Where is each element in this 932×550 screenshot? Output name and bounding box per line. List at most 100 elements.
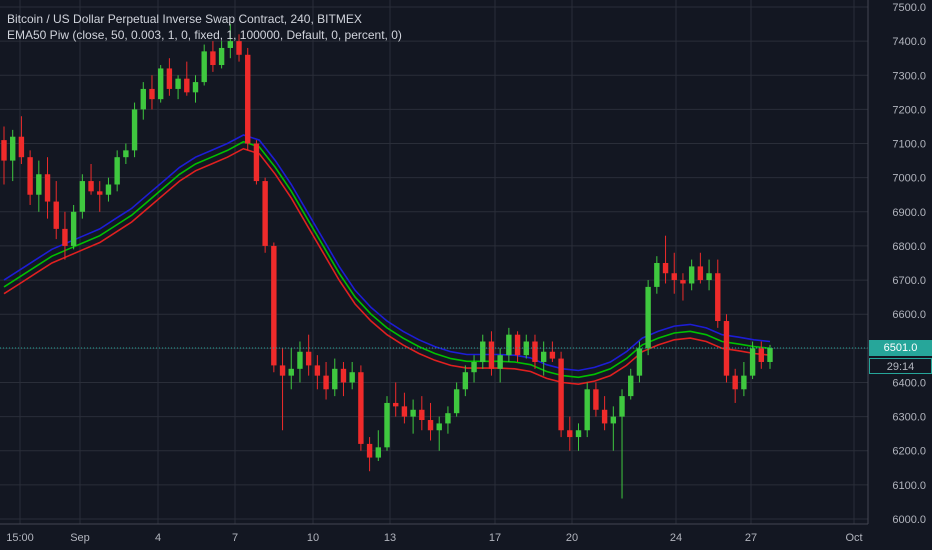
candle-up xyxy=(619,389,625,499)
candle-body xyxy=(453,389,460,414)
candle-body xyxy=(123,150,129,158)
candle-body xyxy=(36,174,42,195)
indicator-legend[interactable]: EMA50 Piw (close, 50, 0.003, 1, 0, fixed… xyxy=(7,28,402,42)
candle-body xyxy=(427,420,434,431)
candle-up xyxy=(688,259,695,291)
lower-band-line xyxy=(3,147,771,386)
candle-down xyxy=(253,140,260,185)
candle-down xyxy=(271,242,277,373)
candle-body xyxy=(70,211,77,246)
candle-down xyxy=(427,402,434,441)
candle-down xyxy=(279,348,286,431)
candle-down xyxy=(366,437,373,472)
candle-body xyxy=(628,375,634,397)
time-axis[interactable]: 15:00 Sep 4 7 10 13 17 20 24 27 Oct xyxy=(6,532,862,544)
candle-body xyxy=(297,351,303,369)
candle-body xyxy=(279,365,286,376)
candle-down xyxy=(758,341,764,369)
candle-up xyxy=(227,24,234,59)
candle-body xyxy=(393,402,399,407)
time-tick-label: Oct xyxy=(845,532,862,544)
candle-up xyxy=(114,150,120,192)
ema-bands xyxy=(3,134,771,386)
candle-body xyxy=(688,266,695,284)
candle-body xyxy=(184,78,190,93)
symbol-title[interactable]: Bitcoin / US Dollar Perpetual Inverse Sw… xyxy=(7,12,362,26)
candle-body xyxy=(419,409,425,421)
candle-down xyxy=(245,47,251,151)
candle-down xyxy=(1,126,7,185)
price-tick-label: 7300.0 xyxy=(892,70,926,82)
time-tick-label: 4 xyxy=(155,532,161,544)
candle-up xyxy=(131,102,138,158)
candle-body xyxy=(1,140,7,161)
candle-body xyxy=(53,201,59,229)
candle-up xyxy=(123,143,129,165)
candle-down xyxy=(97,181,103,212)
candle-body xyxy=(79,181,86,212)
candle-down xyxy=(671,252,677,294)
time-tick-label: 10 xyxy=(307,532,319,544)
candle-body xyxy=(157,68,164,100)
candle-body xyxy=(758,348,764,362)
candle-body xyxy=(366,443,373,458)
candle-body xyxy=(532,341,538,362)
candle-down xyxy=(149,75,155,110)
candle-body xyxy=(497,355,503,369)
time-tick-label: 7 xyxy=(232,532,238,544)
candle-up xyxy=(462,365,469,397)
candle-body xyxy=(149,88,155,100)
candle-up xyxy=(332,358,338,397)
candle-body xyxy=(227,41,234,48)
candle-body xyxy=(410,409,416,417)
candle-up xyxy=(645,280,651,356)
candle-down xyxy=(166,58,173,96)
candle-body xyxy=(575,430,582,438)
candle-up xyxy=(506,327,512,362)
candle-up xyxy=(523,334,529,359)
candle-up xyxy=(497,348,503,383)
ema-line xyxy=(3,140,771,379)
price-tick-label: 6800.0 xyxy=(892,241,926,253)
candle-down xyxy=(44,157,51,219)
candle-down xyxy=(732,368,738,403)
candle-up xyxy=(105,177,112,202)
candle-up xyxy=(610,406,617,451)
candle-body xyxy=(636,348,643,376)
candle-body xyxy=(375,447,381,458)
candle-down xyxy=(532,334,538,369)
price-axis-panel[interactable] xyxy=(868,0,932,550)
candle-body xyxy=(523,341,529,356)
candle-down xyxy=(680,273,686,301)
candle-body xyxy=(584,389,590,431)
candle-up xyxy=(70,204,77,250)
candle-up xyxy=(741,361,747,397)
candle-up xyxy=(157,65,164,103)
candle-body xyxy=(114,157,120,185)
candle-up xyxy=(218,41,225,69)
candle-down xyxy=(18,116,25,165)
candle-body xyxy=(445,413,451,424)
candle-body xyxy=(567,430,573,438)
candle-down xyxy=(305,334,312,376)
candle-body xyxy=(44,174,51,202)
price-tick-label: 6200.0 xyxy=(892,446,926,458)
candle-up xyxy=(584,382,590,438)
candle-body xyxy=(514,334,521,356)
candle-body xyxy=(471,361,477,373)
time-tick-label: 13 xyxy=(384,532,396,544)
candle-up xyxy=(540,341,547,376)
candle-body xyxy=(88,181,94,192)
candle-up xyxy=(349,361,355,390)
candle-body xyxy=(436,423,442,431)
candle-body xyxy=(654,263,660,287)
time-tick-label: Sep xyxy=(70,532,90,544)
candle-up xyxy=(10,129,16,182)
candle-body xyxy=(749,348,756,376)
price-axis: 7500.0 7400.0 7300.0 7200.0 7100.0 7000.0 6900… xyxy=(892,2,926,526)
price-tick-label: 7000.0 xyxy=(892,173,926,185)
candle-down xyxy=(697,252,704,284)
candle-up xyxy=(436,416,442,451)
candle-body xyxy=(480,341,486,362)
